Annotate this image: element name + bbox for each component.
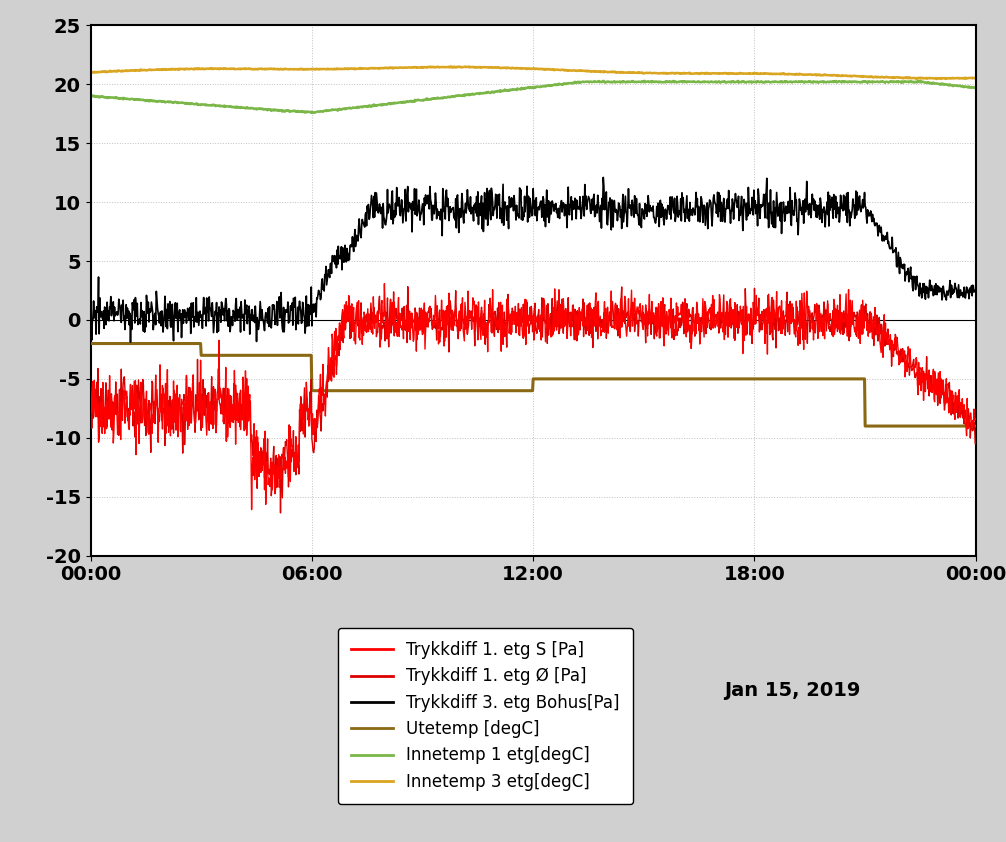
Legend: Trykkdiff 1. etg S [Pa], Trykkdiff 1. etg Ø [Pa], Trykkdiff 3. etg Bohus[Pa], Ut: Trykkdiff 1. etg S [Pa], Trykkdiff 1. et… [338, 627, 633, 804]
Text: Jan 15, 2019: Jan 15, 2019 [724, 681, 861, 700]
